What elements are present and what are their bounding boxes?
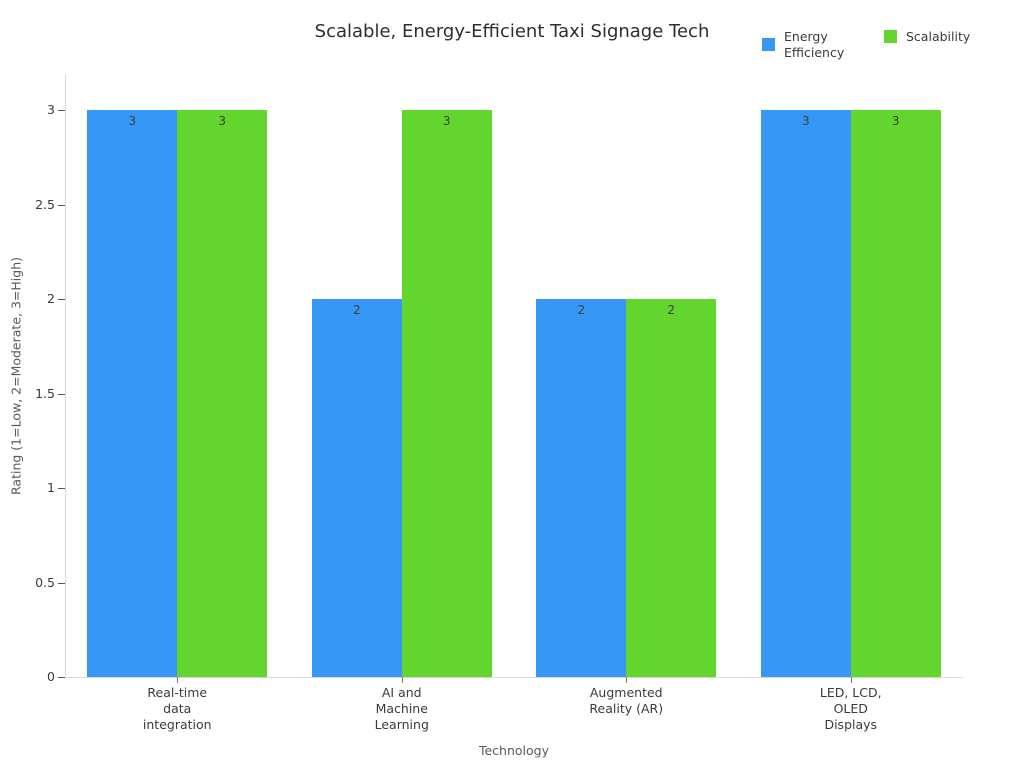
- legend-label: Energy Efficiency: [784, 29, 845, 60]
- y-tick-mark: [58, 582, 65, 584]
- legend-item-energy-efficiency[interactable]: Energy Efficiency: [762, 29, 856, 60]
- x-axis-title: Technology: [478, 743, 550, 758]
- bar-value-label: 2: [667, 303, 675, 317]
- y-tick-mark: [58, 393, 65, 395]
- y-tick-mark: [58, 204, 65, 206]
- legend-swatch-energy-efficiency-icon: [762, 38, 775, 52]
- y-tick-label: 0.5: [35, 574, 55, 590]
- legend-swatch-scalability-icon: [884, 30, 897, 44]
- bar-value-label: 3: [442, 114, 451, 128]
- bar-scalability-2: 2: [626, 299, 717, 677]
- bar-energy-efficiency-1: 2: [311, 299, 402, 677]
- legend-item-scalability[interactable]: Scalability: [884, 29, 970, 45]
- y-tick-label: 0: [47, 669, 55, 684]
- legend: Energy Efficiency Scalability: [762, 29, 970, 60]
- bar-scalability-3: 3: [850, 110, 941, 677]
- bar-value-label: 3: [128, 114, 137, 128]
- y-tick-mark: [58, 299, 65, 300]
- y-tick-mark: [58, 488, 65, 489]
- x-axis-line: [65, 677, 963, 678]
- y-tick-mark: [58, 110, 65, 111]
- x-category-label: LED, LCD, OLED Displays: [819, 685, 882, 732]
- bar-energy-efficiency-3: 3: [760, 110, 851, 677]
- x-tick-mark: [177, 677, 179, 683]
- bar-value-label: 3: [802, 114, 810, 128]
- y-tick-mark: [58, 677, 65, 678]
- x-tick-mark: [626, 677, 628, 683]
- x-category-label: Real-time data integration: [142, 685, 212, 732]
- bar-scalability-0: 3: [177, 110, 268, 677]
- x-tick-mark: [850, 677, 852, 683]
- bar-energy-efficiency-2: 2: [536, 299, 627, 677]
- y-tick-label: 2.5: [35, 196, 55, 212]
- bar-value-label: 3: [218, 114, 226, 128]
- chart-title: Scalable, Energy-Efficient Taxi Signage …: [314, 21, 710, 42]
- y-tick-label: 2: [47, 291, 55, 306]
- y-tick-label: 1: [47, 480, 55, 495]
- legend-label: Scalability: [906, 29, 971, 44]
- x-tick-mark: [401, 677, 403, 683]
- bar-value-label: 3: [891, 114, 900, 128]
- x-category-label: Augmented Reality (AR): [589, 685, 664, 716]
- bar-value-label: 2: [353, 303, 361, 317]
- y-tick-label: 1.5: [35, 385, 55, 401]
- x-category-label: AI and Machine Learning: [374, 685, 429, 732]
- bar-energy-efficiency-0: 3: [87, 110, 178, 677]
- y-axis-line: [65, 75, 66, 677]
- bar-scalability-1: 3: [401, 110, 492, 677]
- y-tick-label: 3: [47, 102, 55, 117]
- bar-value-label: 2: [577, 303, 586, 317]
